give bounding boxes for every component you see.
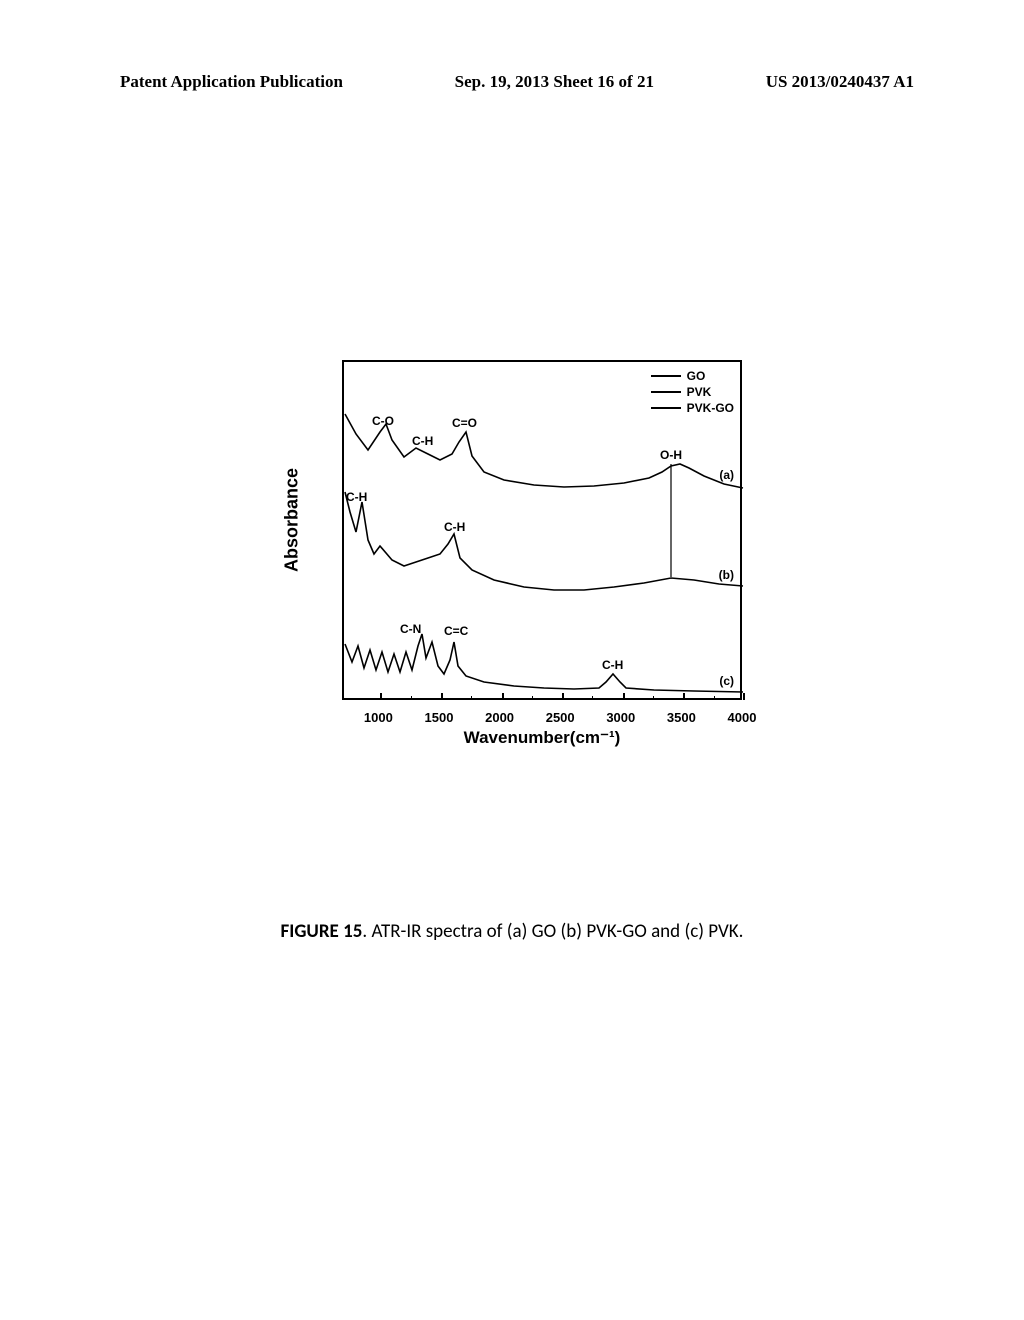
header-left: Patent Application Publication: [120, 72, 343, 92]
peak-label-CH-a: C-H: [412, 434, 433, 448]
peak-label-CH-b2: C-H: [444, 520, 465, 534]
spectra-svg: [344, 362, 744, 702]
header-center: Sep. 19, 2013 Sheet 16 of 21: [455, 72, 654, 92]
x-axis-label: Wavenumber(cm⁻¹): [464, 728, 621, 748]
header-right: US 2013/0240437 A1: [766, 72, 914, 92]
peak-label-CeqC: C=C: [444, 624, 468, 638]
ir-spectra-chart: Absorbance GO PVK PVK-GO: [262, 350, 762, 770]
spectrum-a-go: [345, 414, 743, 488]
series-label-b: (b): [719, 568, 734, 582]
x-tick-2500: 2500: [546, 710, 575, 725]
peak-label-CO: C-O: [372, 414, 394, 428]
x-tick-3500: 3500: [667, 710, 696, 725]
plot-area: GO PVK PVK-GO C-O C-H C=O O-H: [342, 360, 742, 700]
spectrum-c-pvk: [345, 634, 743, 692]
series-label-c: (c): [719, 674, 734, 688]
figure-number: FIGURE 15: [281, 920, 363, 943]
x-tick-4000: 4000: [728, 710, 757, 725]
series-label-a: (a): [719, 468, 734, 482]
spectrum-b-pvkgo: [345, 492, 743, 590]
peak-label-CH-c: C-H: [602, 658, 623, 672]
y-axis-label: Absorbance: [282, 468, 303, 572]
x-tick-2000: 2000: [485, 710, 514, 725]
figure-caption: FIGURE 15. ATR-IR spectra of (a) GO (b) …: [0, 920, 1024, 943]
x-tick-1000: 1000: [364, 710, 393, 725]
peak-label-OH: O-H: [660, 448, 682, 462]
x-tick-3000: 3000: [606, 710, 635, 725]
peak-label-CH-b1: C-H: [346, 490, 367, 504]
x-tick-labels: 1000 1500 2000 2500 3000 3500 4000: [342, 700, 742, 720]
patent-page-header: Patent Application Publication Sep. 19, …: [0, 72, 1024, 92]
caption-text: . ATR-IR spectra of (a) GO (b) PVK-GO an…: [362, 920, 743, 943]
peak-label-CeqO: C=O: [452, 416, 477, 430]
peak-label-CN: C-N: [400, 622, 421, 636]
x-tick-1500: 1500: [425, 710, 454, 725]
